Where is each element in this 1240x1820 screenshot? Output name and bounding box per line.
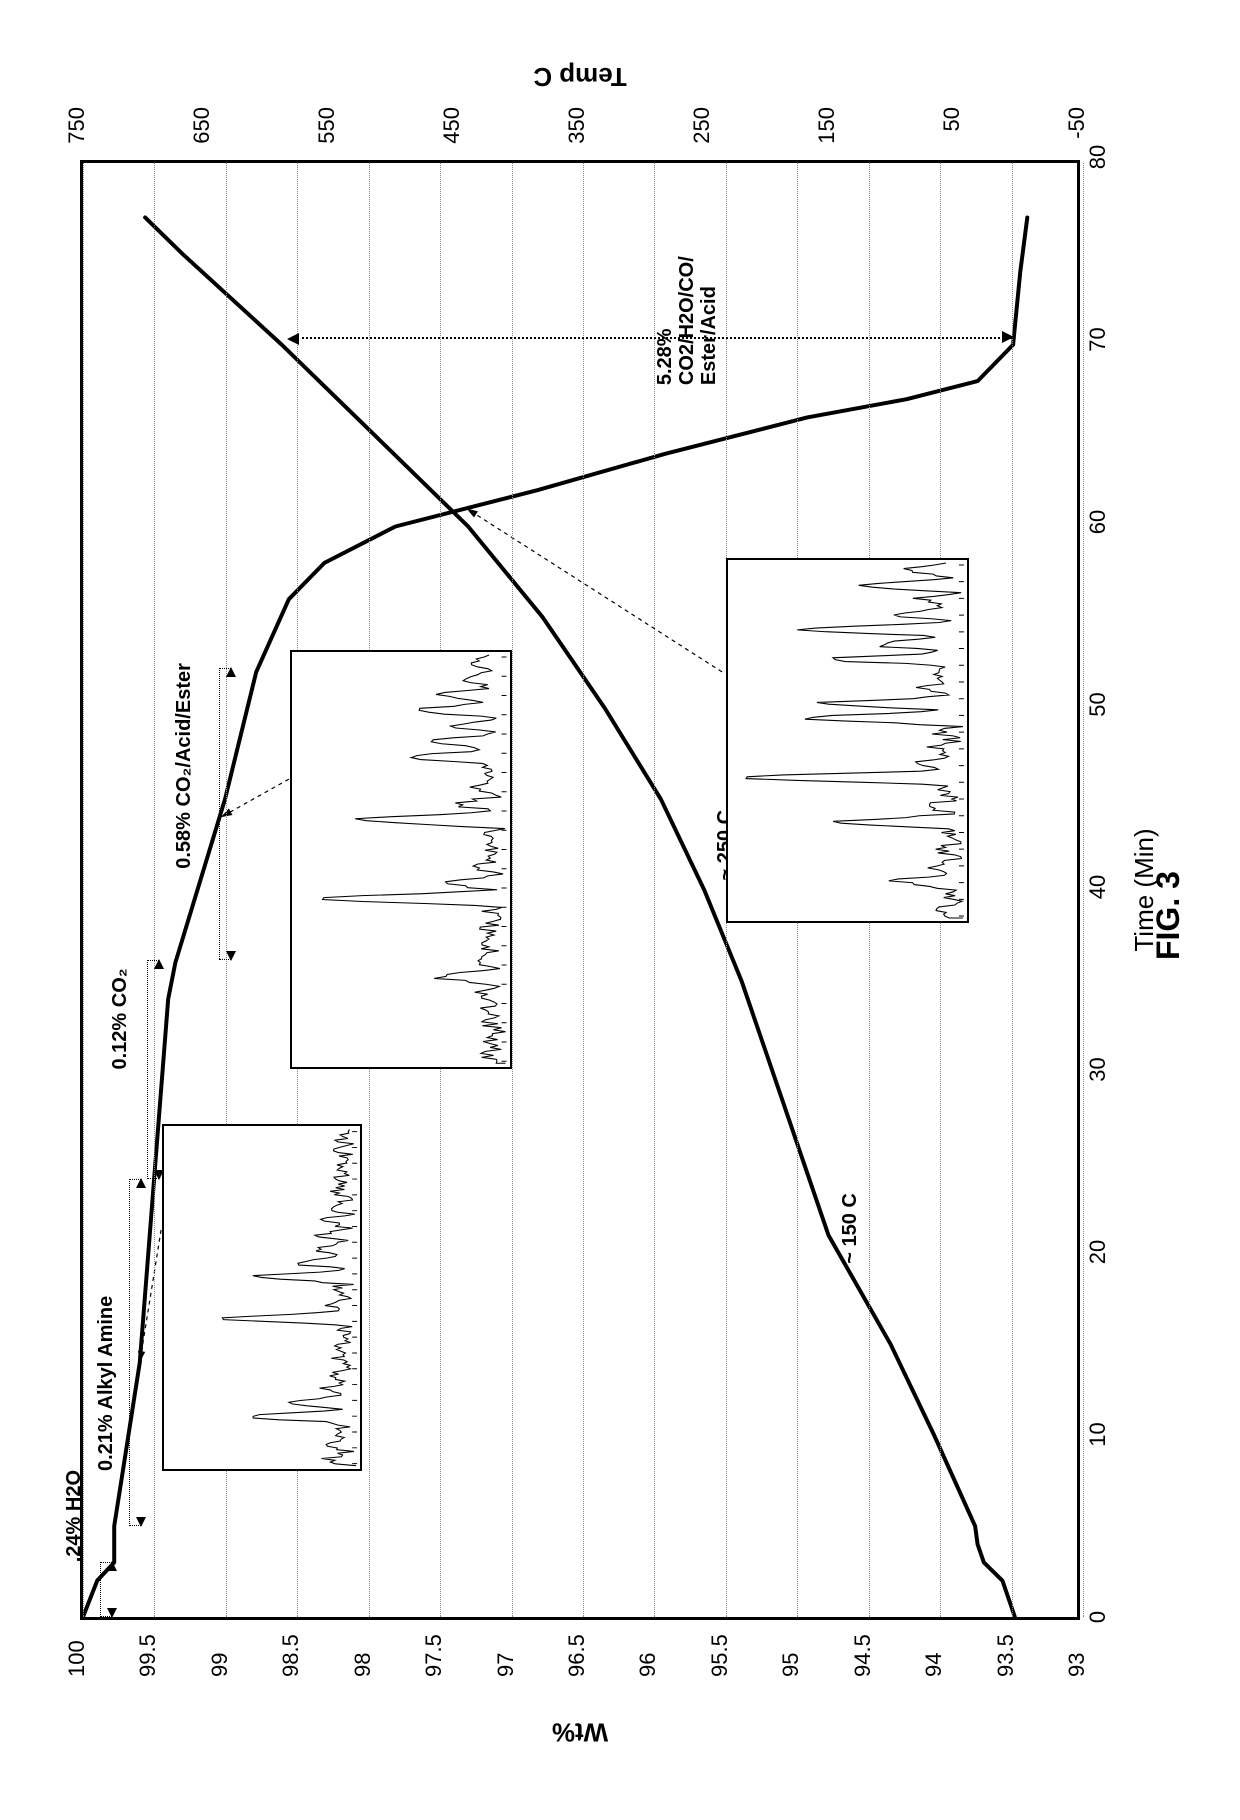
annotation-arrowhead — [226, 951, 236, 961]
y-left-tick: 95.5 — [707, 1634, 733, 1677]
x-tick: 20 — [1085, 1240, 1111, 1264]
y-right-tick: 50 — [939, 107, 965, 131]
gridline — [1083, 163, 1084, 1617]
y-right-tick: 650 — [189, 107, 215, 144]
y-left-tick: 94.5 — [850, 1634, 876, 1677]
gridline — [1012, 163, 1013, 1617]
x-tick: 60 — [1085, 510, 1111, 534]
annotation-range-co2 — [147, 960, 159, 1179]
spectrum-trace — [746, 563, 963, 918]
spectrum-baseline-ticks — [352, 1132, 357, 1464]
annotation-label-co2: 0.12% CO₂ — [109, 968, 132, 1069]
x-tick: 40 — [1085, 875, 1111, 899]
annotation-arrowhead — [136, 1517, 146, 1527]
x-tick: 0 — [1085, 1611, 1111, 1623]
x-tick: 10 — [1085, 1422, 1111, 1446]
y-left-tick: 100 — [64, 1640, 90, 1677]
annotation-arrowhead — [107, 1608, 117, 1618]
annotation-range-amine — [129, 1179, 141, 1526]
gridline — [154, 163, 155, 1617]
inset-leader — [221, 779, 289, 817]
figure-canvas: FIG. 3 Wt% Temp C Time (Min) 01020304050… — [0, 0, 1240, 1820]
y-axis-left-label: Wt% — [552, 1716, 608, 1747]
y-left-tick: 93 — [1064, 1653, 1090, 1677]
y-right-tick: 550 — [314, 107, 340, 144]
annotation-label-acidester: 0.58% CO₂/Acid/Ester — [173, 663, 196, 869]
y-axis-right-label: Temp C — [533, 61, 626, 92]
tga-chart: Wt% Temp C Time (Min) 010203040506070809… — [80, 160, 1080, 1620]
spectrum-inset — [290, 650, 511, 1070]
spectrum-baseline-ticks — [502, 657, 507, 1061]
spectrum-trace — [222, 1130, 356, 1466]
annotation-arrowhead — [107, 1561, 117, 1571]
big-loss-arrowhead-top — [287, 334, 299, 346]
y-left-tick: 95 — [778, 1653, 804, 1677]
x-axis-label: Time (Min) — [1129, 828, 1160, 951]
y-left-tick: 97.5 — [421, 1634, 447, 1677]
x-tick: 30 — [1085, 1057, 1111, 1081]
spectrum-trace — [323, 655, 506, 1063]
gridline — [583, 163, 584, 1617]
y-right-tick: 750 — [64, 107, 90, 144]
big-loss-label: 5.28%CO2/H2O/CO/Ester/Acid — [654, 256, 720, 385]
x-tick: 80 — [1085, 145, 1111, 169]
inset-leader — [466, 508, 722, 672]
y-left-tick: 98 — [350, 1653, 376, 1677]
annotation-arrowhead — [226, 667, 236, 677]
y-right-tick: 450 — [439, 107, 465, 144]
gridline — [83, 163, 84, 1617]
y-left-tick: 96.5 — [564, 1634, 590, 1677]
annotation-label-amine: 0.21% Alkyl Amine — [95, 1296, 118, 1471]
y-left-tick: 98.5 — [278, 1634, 304, 1677]
spectrum-inset — [726, 559, 969, 924]
y-left-tick: 93.5 — [993, 1634, 1019, 1677]
x-tick: 50 — [1085, 692, 1111, 716]
y-left-tick: 96 — [635, 1653, 661, 1677]
annotation-range-acidester — [219, 668, 231, 960]
plot-area: 010203040506070809393.59494.59595.59696.… — [80, 160, 1080, 1620]
annotation-arrowhead — [154, 959, 164, 969]
y-left-tick: 99.5 — [135, 1634, 161, 1677]
y-left-tick: 97 — [493, 1653, 519, 1677]
spectrum-inset — [162, 1124, 362, 1471]
annotation-arrowhead — [136, 1178, 146, 1188]
x-tick: 70 — [1085, 327, 1111, 351]
y-left-tick: 99 — [207, 1653, 233, 1677]
y-left-tick: 94 — [921, 1653, 947, 1677]
y-right-tick: 250 — [689, 107, 715, 144]
y-right-tick: 150 — [814, 107, 840, 144]
gridline — [512, 163, 513, 1617]
inset-leader-arrowhead — [466, 508, 478, 517]
annotation-label-h2o: .24% H2O — [63, 1470, 86, 1562]
y-right-tick: -50 — [1064, 107, 1090, 139]
spectrum-baseline-ticks — [959, 565, 964, 916]
y-right-tick: 350 — [564, 107, 590, 144]
temp-mark: ~ 150 C — [839, 1193, 862, 1264]
